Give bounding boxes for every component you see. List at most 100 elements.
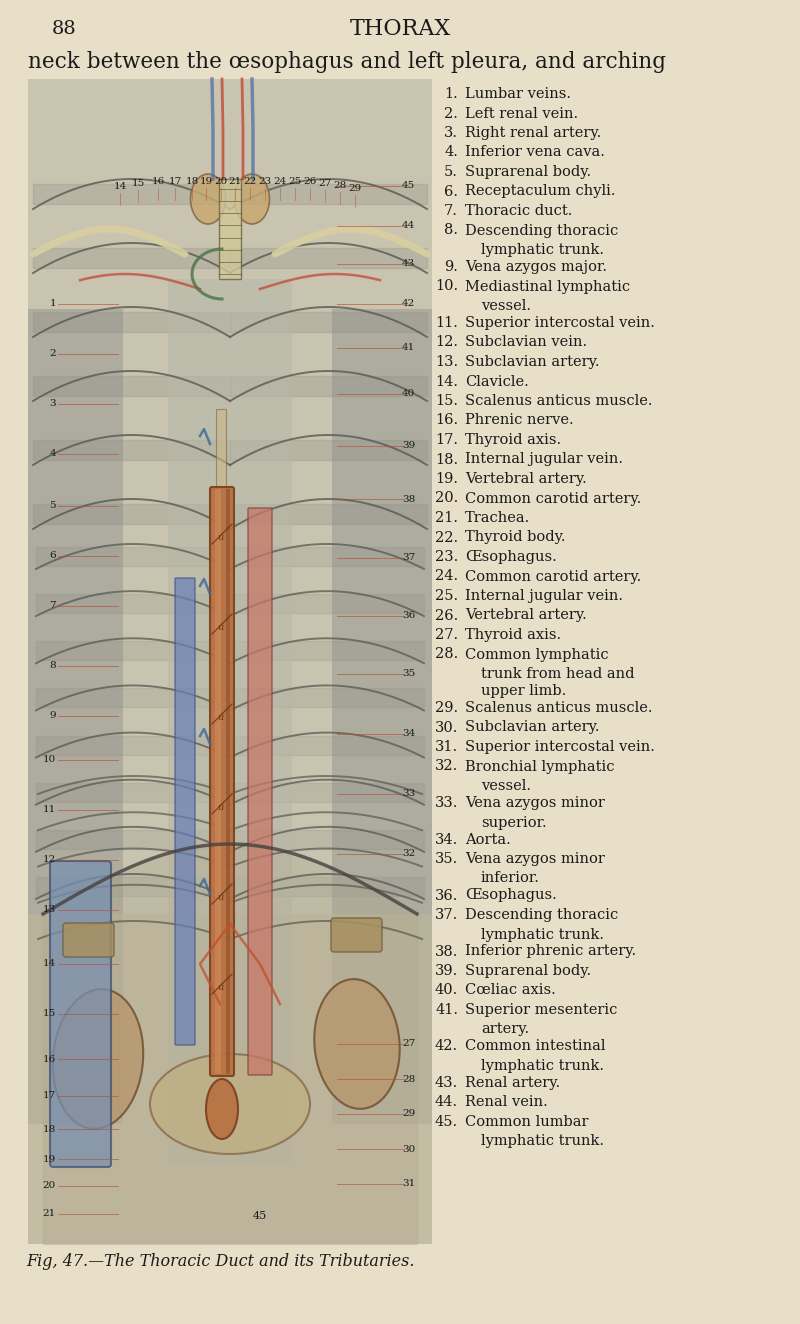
Text: 16.: 16. — [435, 413, 458, 428]
Text: Internal jugular vein.: Internal jugular vein. — [465, 589, 623, 602]
Text: 27: 27 — [318, 179, 332, 188]
Text: 20: 20 — [214, 177, 228, 185]
Text: 15: 15 — [131, 179, 145, 188]
Text: 35: 35 — [402, 670, 415, 678]
Text: 6: 6 — [50, 552, 56, 560]
Text: 37: 37 — [402, 553, 415, 563]
Text: 88: 88 — [52, 20, 77, 38]
Text: 31.: 31. — [435, 740, 458, 753]
Text: 41.: 41. — [435, 1004, 458, 1017]
Text: u: u — [217, 804, 223, 813]
Text: 2.: 2. — [444, 106, 458, 120]
Text: 34: 34 — [402, 730, 415, 739]
Text: 18: 18 — [42, 1124, 56, 1133]
Text: Vena azygos minor: Vena azygos minor — [465, 853, 605, 866]
Text: 26: 26 — [303, 177, 317, 185]
Text: 30: 30 — [402, 1144, 415, 1153]
Bar — [28, 308, 123, 1124]
Text: 4: 4 — [50, 450, 56, 458]
Text: Scalenus anticus muscle.: Scalenus anticus muscle. — [465, 700, 653, 715]
Text: Phrenic nerve.: Phrenic nerve. — [465, 413, 574, 428]
Text: 5.: 5. — [444, 166, 458, 179]
Text: lymphatic trunk.: lymphatic trunk. — [481, 244, 604, 257]
Text: 10.: 10. — [435, 279, 458, 294]
Text: 39.: 39. — [434, 964, 458, 978]
Text: 45: 45 — [402, 181, 415, 191]
Bar — [216, 409, 226, 1074]
Text: Common carotid artery.: Common carotid artery. — [465, 491, 642, 506]
Bar — [28, 914, 432, 1245]
Text: 15: 15 — [42, 1009, 56, 1018]
Text: 20: 20 — [42, 1181, 56, 1190]
Text: Fig, 47.—The Thoracic Duct and its Tributaries.: Fig, 47.—The Thoracic Duct and its Tribu… — [26, 1254, 414, 1271]
Text: 11.: 11. — [435, 316, 458, 330]
Text: u: u — [217, 624, 223, 633]
Text: 19: 19 — [199, 177, 213, 185]
Text: 33: 33 — [402, 789, 415, 798]
Text: Common carotid artery.: Common carotid artery. — [465, 569, 642, 584]
Text: Subclavian vein.: Subclavian vein. — [465, 335, 587, 350]
Text: Suprarenal body.: Suprarenal body. — [465, 166, 591, 179]
Bar — [226, 489, 230, 1074]
Text: Subclavian artery.: Subclavian artery. — [465, 355, 599, 369]
Text: lymphatic trunk.: lymphatic trunk. — [481, 928, 604, 941]
Text: Vertebral artery.: Vertebral artery. — [465, 609, 586, 622]
Text: 9: 9 — [50, 711, 56, 720]
Text: 43: 43 — [402, 260, 415, 269]
Text: 26.: 26. — [434, 609, 458, 622]
Text: 30.: 30. — [434, 720, 458, 735]
Text: 12: 12 — [42, 855, 56, 865]
Text: Subclavian artery.: Subclavian artery. — [465, 720, 599, 735]
FancyBboxPatch shape — [210, 487, 234, 1076]
Text: 7.: 7. — [444, 204, 458, 218]
Ellipse shape — [53, 989, 143, 1129]
Text: 32: 32 — [402, 850, 415, 858]
Text: THORAX: THORAX — [350, 19, 450, 40]
Text: Clavicle.: Clavicle. — [465, 375, 529, 388]
Text: u: u — [217, 984, 223, 993]
Text: 38.: 38. — [434, 944, 458, 959]
Bar — [219, 179, 241, 279]
Text: vessel.: vessel. — [481, 299, 531, 312]
Text: Mediastinal lymphatic: Mediastinal lymphatic — [465, 279, 630, 294]
Text: 8: 8 — [50, 662, 56, 670]
Text: 3: 3 — [50, 400, 56, 409]
Text: Common intestinal: Common intestinal — [465, 1039, 606, 1054]
Text: 25.: 25. — [435, 589, 458, 602]
FancyBboxPatch shape — [175, 579, 195, 1045]
Text: superior.: superior. — [481, 816, 546, 830]
Text: Œsophagus.: Œsophagus. — [465, 549, 557, 564]
Text: 13: 13 — [42, 906, 56, 915]
Text: 35.: 35. — [434, 853, 458, 866]
Text: 14: 14 — [42, 960, 56, 968]
Text: Superior intercostal vein.: Superior intercostal vein. — [465, 316, 655, 330]
Text: Cœliac axis.: Cœliac axis. — [465, 984, 556, 997]
Text: trunk from head and: trunk from head and — [481, 667, 634, 681]
Text: 22.: 22. — [435, 531, 458, 544]
Text: 10: 10 — [42, 756, 56, 764]
Text: 28: 28 — [334, 181, 346, 191]
Text: 42.: 42. — [435, 1039, 458, 1054]
Text: u: u — [217, 534, 223, 543]
Text: 27.: 27. — [435, 628, 458, 642]
Text: upper limb.: upper limb. — [481, 685, 566, 698]
Text: 36.: 36. — [434, 888, 458, 903]
Text: inferior.: inferior. — [481, 871, 540, 886]
Text: Thoracic duct.: Thoracic duct. — [465, 204, 572, 218]
Text: 23: 23 — [258, 177, 272, 185]
Text: lymphatic trunk.: lymphatic trunk. — [481, 1059, 604, 1072]
Bar — [332, 308, 432, 1124]
Text: Inferior vena cava.: Inferior vena cava. — [465, 146, 605, 159]
Bar — [215, 489, 221, 1074]
Text: 43.: 43. — [434, 1076, 458, 1090]
Text: 1.: 1. — [444, 87, 458, 101]
Text: 44.: 44. — [435, 1095, 458, 1110]
Text: 45: 45 — [253, 1211, 267, 1221]
Ellipse shape — [314, 980, 400, 1110]
FancyBboxPatch shape — [50, 861, 111, 1166]
Text: 18.: 18. — [435, 453, 458, 466]
Text: 22: 22 — [243, 177, 257, 185]
Text: 16: 16 — [151, 177, 165, 185]
Text: Descending thoracic: Descending thoracic — [465, 908, 618, 922]
Text: 14: 14 — [114, 181, 126, 191]
